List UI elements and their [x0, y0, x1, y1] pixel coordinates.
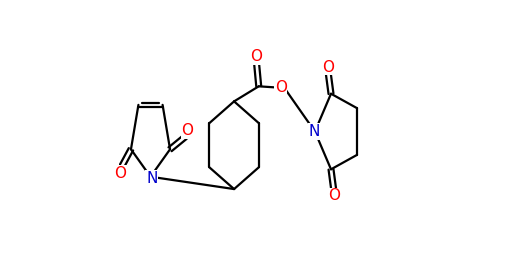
Text: O: O — [328, 189, 340, 203]
Text: N: N — [146, 171, 158, 185]
Text: N: N — [308, 124, 320, 139]
Text: O: O — [181, 123, 194, 138]
Text: O: O — [322, 60, 334, 75]
Text: O: O — [250, 50, 263, 64]
Text: O: O — [274, 80, 287, 95]
Text: O: O — [114, 165, 126, 181]
